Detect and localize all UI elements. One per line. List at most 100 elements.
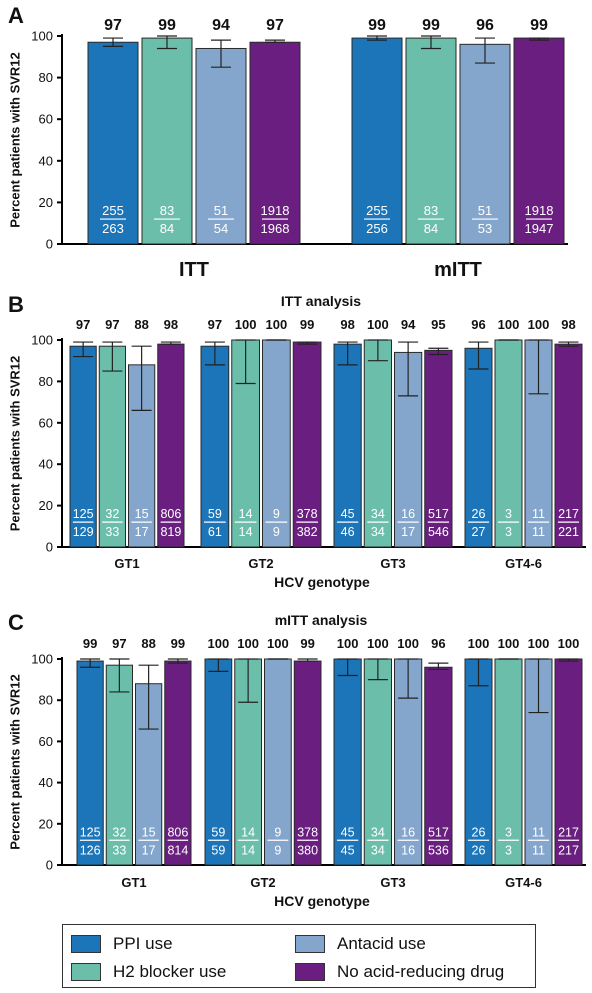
x-axis-label-B: HCV genotype (274, 574, 370, 590)
bar-fraction-numerator-C-GT2-none: 378 (297, 825, 318, 839)
bar-value-label-B-GT4-6-h2: 100 (498, 317, 520, 332)
y-axis-label-C: Percent patients with SVR12 (7, 674, 22, 850)
legend-swatch-none (295, 963, 325, 981)
bar-B-GT4-6-h2 (494, 339, 523, 548)
bar-fraction-denominator-C-GT4-6-none: 217 (558, 843, 579, 857)
bar-value-label-A-ITT-antacid: 94 (212, 17, 230, 34)
legend-label-antacid: Antacid use (337, 934, 426, 953)
bar-fraction-numerator-A-mITT-none: 1918 (525, 203, 554, 218)
x-category-label-B-GT3: GT3 (380, 556, 405, 571)
bar-value-label-C-GT2-ppi: 100 (208, 636, 230, 651)
bar-fraction-denominator-A-mITT-h2: 84 (424, 221, 438, 236)
x-category-label-B-GT2: GT2 (248, 556, 273, 571)
y-tick-label-B-20: 20 (39, 498, 53, 513)
chart-title-C: mITT analysis (275, 612, 368, 628)
bar-value-label-C-GT2-antacid: 100 (267, 636, 289, 651)
bar-fraction-denominator-C-GT2-none: 380 (297, 843, 318, 857)
bar-value-label-C-GT3-ppi: 100 (337, 636, 359, 651)
bar-B-GT3-h2 (363, 339, 392, 548)
bar-fraction-numerator-B-GT3-h2: 34 (371, 507, 385, 521)
bar-fraction-denominator-B-GT2-h2: 14 (239, 525, 253, 539)
bar-value-label-C-GT4-6-antacid: 100 (528, 636, 550, 651)
bar-C-GT2-ppi (204, 658, 233, 866)
bar-value-label-B-GT3-ppi: 98 (340, 317, 354, 332)
bar-value-label-B-GT2-h2: 100 (235, 317, 257, 332)
bar-value-label-C-GT1-h2: 97 (112, 636, 126, 651)
bar-value-label-A-ITT-h2: 99 (158, 17, 176, 34)
bar-C-GT4-6-none (554, 658, 583, 866)
bar-B-GT2-antacid (262, 339, 291, 548)
bar-value-label-B-GT1-antacid: 88 (134, 317, 148, 332)
bar-fraction-numerator-B-GT4-6-none: 217 (558, 507, 579, 521)
bar-value-label-C-GT4-6-ppi: 100 (468, 636, 490, 651)
bar-fraction-numerator-B-GT1-none: 806 (160, 507, 181, 521)
y-tick-label-C-40: 40 (39, 775, 53, 790)
bar-fraction-denominator-A-ITT-ppi: 263 (102, 221, 124, 236)
bar-value-label-B-GT3-h2: 100 (367, 317, 389, 332)
bar-A-mITT-antacid (459, 43, 511, 245)
bar-value-label-C-GT3-none: 96 (431, 636, 445, 651)
y-tick-label-C-0: 0 (46, 858, 53, 873)
bar-B-GT3-ppi (333, 343, 362, 548)
bar-fraction-numerator-A-ITT-none: 1918 (261, 203, 290, 218)
bar-fraction-denominator-B-GT2-antacid: 9 (273, 525, 280, 539)
bar-C-GT2-none (293, 660, 322, 866)
bar-fraction-numerator-B-GT2-none: 378 (297, 507, 318, 521)
bar-fraction-denominator-C-GT2-h2: 14 (241, 843, 255, 857)
y-tick-label-B-80: 80 (39, 374, 53, 389)
bar-fraction-denominator-A-mITT-none: 1947 (525, 221, 554, 236)
bar-fraction-denominator-C-GT3-antacid: 16 (401, 843, 415, 857)
y-tick-label-C-20: 20 (39, 816, 53, 831)
bar-value-label-B-GT3-none: 95 (431, 317, 445, 332)
bar-B-GT1-ppi (69, 345, 97, 548)
y-axis-label-A: Percent patients with SVR12 (7, 52, 22, 228)
bar-value-label-A-mITT-ppi: 99 (368, 17, 386, 34)
bar-A-ITT-antacid (195, 47, 247, 245)
bar-B-GT2-none (292, 341, 322, 548)
bar-A-mITT-h2 (405, 37, 457, 245)
bar-fraction-numerator-C-GT2-h2: 14 (241, 825, 255, 839)
bar-B-GT2-ppi (200, 345, 230, 548)
bar-fraction-denominator-B-GT4-6-ppi: 27 (472, 525, 486, 539)
panel-label-A: A (8, 3, 24, 28)
bar-fraction-denominator-B-GT3-antacid: 17 (401, 525, 415, 539)
bar-C-GT1-none (164, 660, 192, 866)
y-axis-label-B: Percent patients with SVR12 (7, 356, 22, 532)
bar-fraction-numerator-C-GT4-6-h2: 3 (505, 825, 512, 839)
bar-fraction-numerator-C-GT1-ppi: 125 (80, 825, 101, 839)
bar-fraction-denominator-C-GT2-ppi: 59 (211, 843, 225, 857)
bar-fraction-numerator-C-GT1-none: 806 (167, 825, 188, 839)
bar-fraction-numerator-B-GT2-antacid: 9 (273, 507, 280, 521)
bar-fraction-denominator-B-GT2-none: 382 (297, 525, 318, 539)
x-category-label-C-GT1: GT1 (121, 875, 146, 890)
y-tick-label-A-0: 0 (46, 237, 53, 252)
bar-fraction-numerator-C-GT3-h2: 34 (371, 825, 385, 839)
bar-value-label-B-GT4-6-none: 98 (561, 317, 575, 332)
bar-fraction-numerator-B-GT1-h2: 32 (105, 507, 119, 521)
bar-C-GT2-antacid (264, 658, 292, 866)
legend: PPI use Antacid use H2 blocker use No acid-… (62, 924, 536, 988)
y-tick-label-A-80: 80 (39, 70, 53, 85)
bar-fraction-numerator-B-GT4-6-antacid: 11 (532, 507, 545, 521)
bar-fraction-numerator-C-GT2-antacid: 9 (274, 825, 281, 839)
x-category-label-C-GT2: GT2 (250, 875, 275, 890)
bar-fraction-denominator-C-GT4-6-antacid: 11 (532, 843, 545, 857)
bar-fraction-denominator-C-GT2-antacid: 9 (274, 843, 281, 857)
bar-value-label-A-ITT-none: 97 (266, 17, 284, 34)
y-tick-label-A-20: 20 (39, 195, 53, 210)
bar-C-GT4-6-ppi (464, 658, 493, 866)
y-tick-label-C-60: 60 (39, 734, 53, 749)
legend-swatch-h2 (71, 963, 101, 981)
bar-fraction-numerator-C-GT4-6-antacid: 11 (532, 825, 545, 839)
bar-fraction-numerator-C-GT3-ppi: 45 (341, 825, 355, 839)
y-tick-label-B-60: 60 (39, 415, 53, 430)
bar-fraction-denominator-A-ITT-h2: 84 (160, 221, 174, 236)
x-category-label-B-GT4-6: GT4-6 (505, 556, 542, 571)
bar-fraction-denominator-A-ITT-none: 1968 (261, 221, 290, 236)
bar-C-GT3-h2 (363, 658, 392, 866)
bar-A-ITT-none (249, 41, 301, 245)
bar-value-label-C-GT2-h2: 100 (237, 636, 259, 651)
y-tick-label-C-100: 100 (31, 652, 53, 667)
legend-label-h2: H2 blocker use (113, 962, 227, 981)
